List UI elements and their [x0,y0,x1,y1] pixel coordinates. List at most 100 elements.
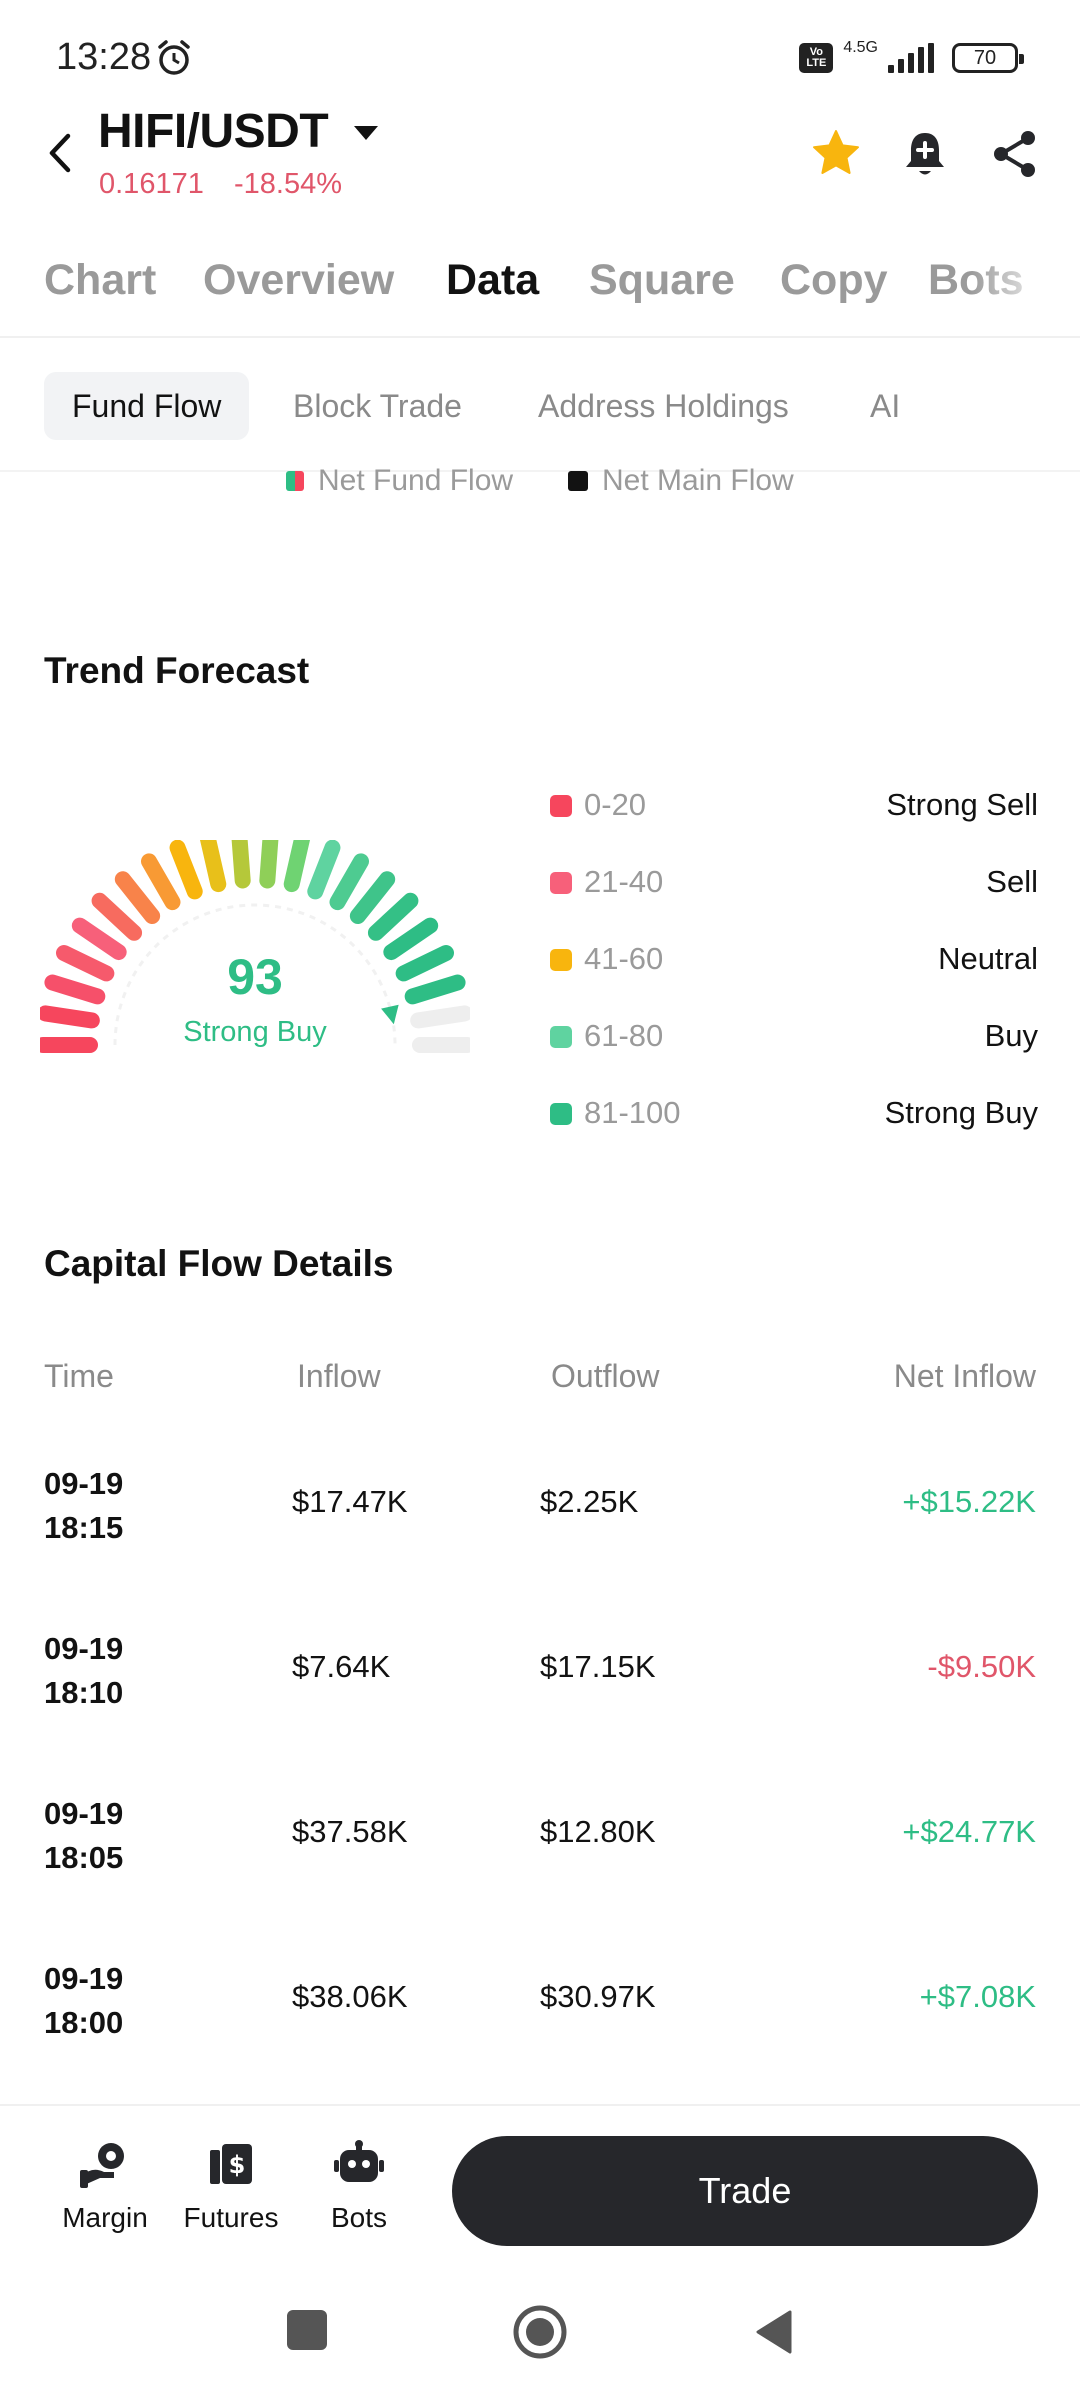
gauge-score: 93 [227,949,283,1005]
tab-copy[interactable]: Copy [780,256,888,304]
recent-apps-icon[interactable] [287,2310,327,2350]
gauge-segment [91,892,143,941]
trend-legend-sell: 21-40 Sell [550,862,1038,906]
col-header-net-inflow: Net Inflow [893,1358,1036,1394]
subtab-block-trade[interactable]: Block Trade [293,388,462,424]
subtab-ai[interactable]: AI [870,388,901,424]
trend-dot [550,1103,572,1125]
legend-swatch [286,471,304,491]
gauge-segment [200,840,227,893]
tab-fade-overlay [970,250,1080,330]
home-icon[interactable] [512,2304,568,2360]
gauge-segment [410,1005,470,1029]
row-outflow: $12.80K [540,1814,656,1849]
pair-title[interactable]: HIFI/USDT [98,105,329,158]
gauge-segment [404,974,466,1005]
gauge-pointer [381,1004,399,1025]
row-inflow: $38.06K [292,1979,408,2014]
gauge-segment [395,945,455,982]
svg-text:$: $ [229,2151,246,2179]
table-row: 09-19 18:15 $17.47K $2.25K +$15.22K [0,1462,1080,1572]
trend-legend-neutral: 41-60 Neutral [550,939,1038,983]
status-bar: 13:28 Vo LTE 4.5G 70 [0,0,1080,110]
trend-forecast-title: Trend Forecast [44,650,310,691]
tab-overview[interactable]: Overview [203,256,395,304]
battery-icon: 70 [952,43,1024,73]
sub-tabs: Fund Flow Block Trade Address Holdings A… [0,340,1080,472]
gauge-segment [44,974,106,1005]
chevron-left-icon[interactable] [40,128,80,178]
bell-plus-icon[interactable] [900,128,950,180]
gauge-score-label: Strong Buy [183,1016,327,1048]
row-time: 09-19 18:00 [44,1961,124,2040]
trend-legend-strong-buy: 81-100 Strong Buy [550,1093,1038,1137]
status-time: 13:28 [56,36,152,78]
trade-button[interactable]: Trade [452,2136,1038,2246]
signal-icon [888,43,934,73]
col-header-time: Time [44,1358,114,1394]
gauge-segment [383,917,439,961]
share-icon[interactable] [990,128,1040,180]
network-type: 4.5G [843,39,878,56]
subtab-fund-flow[interactable]: Fund Flow [44,372,250,440]
gauge-segment [283,840,310,893]
trend-dot [550,1026,572,1048]
row-outflow: $2.25K [540,1484,639,1519]
col-header-outflow: Outflow [551,1358,660,1394]
nav-bots[interactable]: Bots [294,2140,424,2234]
gauge-segment [141,853,181,911]
fund-flow-legend: Net Fund Flow Net Main Flow [0,464,1080,504]
caret-down-icon[interactable] [354,126,378,140]
row-net-inflow: +$24.77K [902,1814,1036,1849]
trend-gauge [40,840,470,1053]
gauge-segment [259,840,279,889]
trend-legend-buy: 61-80 Buy [550,1016,1038,1060]
col-header-inflow: Inflow [297,1358,381,1394]
battery-level: 70 [973,46,997,69]
row-net-inflow: +$15.22K [902,1484,1036,1519]
trend-dot [550,795,572,817]
trend-dot [550,949,572,971]
status-indicators: Vo LTE 4.5G 70 [799,36,1024,80]
row-inflow: $17.47K [292,1484,408,1519]
system-nav-bar [0,2256,1080,2400]
gauge-segment [307,840,341,900]
row-time: 09-19 18:05 [44,1796,124,1875]
row-time: 09-19 18:15 [44,1466,124,1545]
row-time: 09-19 18:10 [44,1631,124,1710]
pair-price: 0.16171 [99,168,204,200]
gauge-segment [349,871,396,924]
legend-swatch [568,471,588,491]
gauge-segment [169,840,203,900]
subtab-address-holdings[interactable]: Address Holdings [538,388,789,424]
star-icon[interactable] [810,128,862,180]
gauge-segment [71,917,127,961]
volte-icon: Vo LTE [799,43,834,73]
tab-data[interactable]: Data [446,256,540,304]
gauge-segment [231,840,251,889]
tab-square[interactable]: Square [589,256,735,304]
table-row: 09-19 18:10 $7.64K $17.15K -$9.50K [0,1627,1080,1737]
row-net-inflow: -$9.50K [927,1649,1036,1684]
bottom-bar: Margin $ Futures Bots Trade [0,2104,1080,2254]
nav-margin[interactable]: Margin [40,2140,170,2234]
row-outflow: $17.15K [540,1649,656,1684]
pair-change: -18.54% [234,168,343,200]
row-outflow: $30.97K [540,1979,656,2014]
trend-dot [550,872,572,894]
back-triangle-icon[interactable] [752,2308,794,2356]
gauge-segment [55,945,115,982]
row-net-inflow: +$7.08K [919,1979,1036,2014]
gauge-track [113,903,397,1046]
gauge-segment [40,1005,100,1029]
capital-flow-title: Capital Flow Details [44,1243,394,1284]
nav-futures[interactable]: $ Futures [166,2140,296,2234]
main-tabs: Chart Overview Data Square Copy Bots [0,250,1080,338]
tab-chart[interactable]: Chart [44,256,157,304]
legend-net-fund-flow: Net Fund Flow [286,464,513,498]
gauge-segment [114,871,161,924]
table-row: 09-19 18:05 $37.58K $12.80K +$24.77K [0,1792,1080,1902]
futures-icon: $ [210,2144,252,2184]
legend-net-main-flow: Net Main Flow [568,464,794,498]
row-inflow: $37.58K [292,1814,408,1849]
